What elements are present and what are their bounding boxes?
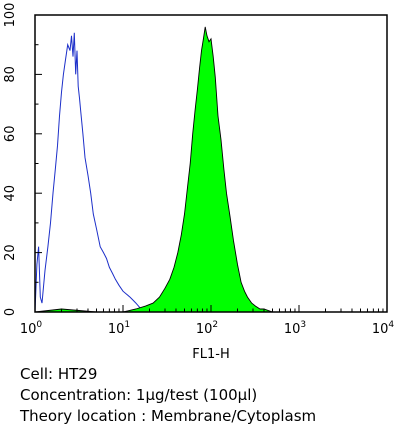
ticks-layer: 100 101 102 103 104 0 20 40 60 80 100 [3,3,394,337]
series-control-line [34,32,142,313]
x-tick-label: 103 [284,320,306,337]
x-tick-label: 101 [108,320,130,337]
y-tick-label: 40 [3,185,18,202]
x-tick-label: 100 [20,320,43,337]
caption-location: Theory location : Membrane/Cytoplasm [20,407,317,425]
flow-histogram-chart: 100 101 102 103 104 0 20 40 60 80 100 FL1-H [3,3,394,362]
series-layer [34,26,387,313]
y-tick-label: 20 [3,244,18,261]
series-sample-area [34,26,387,313]
y-tick-label: 60 [3,126,18,143]
caption-cell: Cell: HT29 [20,365,98,383]
x-axis-title: FL1-H [192,347,229,362]
caption-concentration: Concentration: 1µg/test (100µl) [20,386,258,404]
y-tick-label: 0 [3,308,18,316]
y-tick-label: 80 [3,66,18,83]
y-tick-label: 100 [3,3,18,28]
x-tick-label: 104 [372,320,395,337]
x-tick-label: 102 [196,320,218,337]
